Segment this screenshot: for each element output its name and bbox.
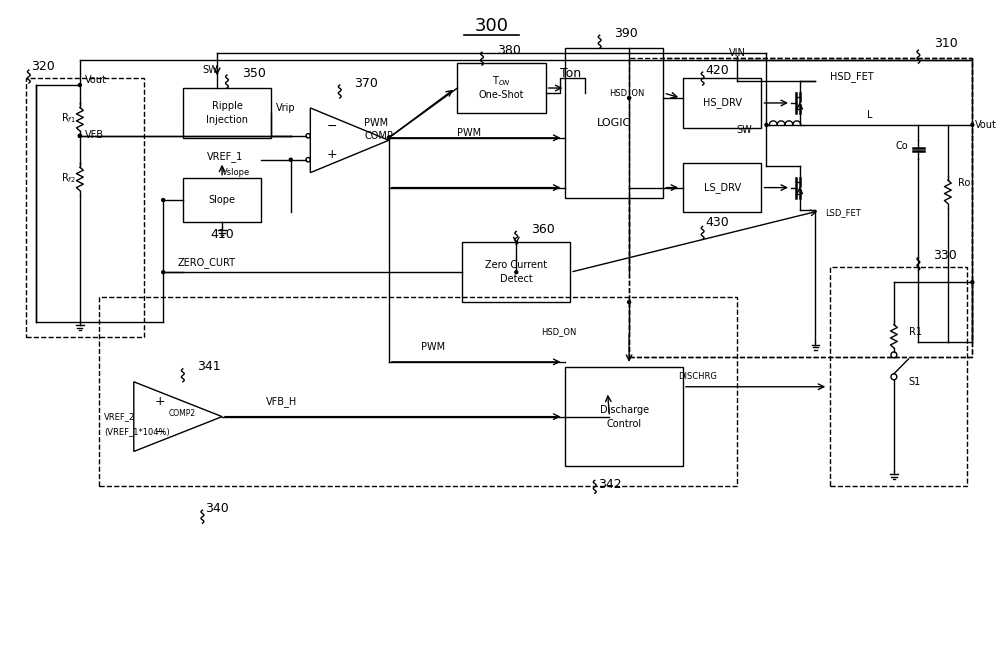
- FancyBboxPatch shape: [683, 163, 761, 212]
- FancyBboxPatch shape: [183, 177, 261, 223]
- FancyBboxPatch shape: [565, 367, 683, 466]
- FancyBboxPatch shape: [457, 63, 546, 113]
- Text: (VREF_1*104%): (VREF_1*104%): [104, 427, 170, 436]
- Text: Slope: Slope: [209, 195, 236, 205]
- FancyBboxPatch shape: [183, 88, 271, 138]
- Text: R$_{f2}$: R$_{f2}$: [61, 171, 75, 185]
- Circle shape: [78, 83, 81, 87]
- Text: VREF_2: VREF_2: [104, 412, 136, 421]
- Text: 340: 340: [205, 502, 229, 514]
- Text: Vslope: Vslope: [222, 168, 250, 177]
- Circle shape: [971, 124, 974, 126]
- Text: −: −: [155, 426, 166, 438]
- Text: 410: 410: [210, 228, 234, 241]
- Text: Ro: Ro: [958, 177, 970, 188]
- Text: 360: 360: [531, 223, 555, 236]
- Text: Vrip: Vrip: [276, 103, 296, 113]
- Text: T$_{ON}$: T$_{ON}$: [492, 74, 511, 88]
- Text: 320: 320: [31, 60, 55, 73]
- Text: 370: 370: [354, 77, 378, 89]
- Text: Ton: Ton: [560, 66, 582, 79]
- Text: 342: 342: [598, 478, 621, 491]
- Text: VIN: VIN: [729, 48, 745, 58]
- Text: R$_{f1}$: R$_{f1}$: [61, 111, 76, 125]
- Text: 330: 330: [933, 249, 957, 261]
- Text: S1: S1: [909, 376, 921, 387]
- Text: COMP2: COMP2: [169, 409, 196, 418]
- Text: LOGIC: LOGIC: [597, 118, 631, 128]
- Circle shape: [162, 198, 165, 202]
- Circle shape: [765, 124, 768, 126]
- Text: 310: 310: [934, 37, 958, 50]
- Text: +: +: [155, 395, 166, 408]
- Text: HS_DRV: HS_DRV: [703, 97, 742, 108]
- Text: PWM: PWM: [364, 118, 388, 128]
- Circle shape: [628, 301, 631, 304]
- Text: VREF_1: VREF_1: [207, 151, 244, 162]
- Text: Zero Current: Zero Current: [485, 260, 547, 270]
- Text: Control: Control: [607, 419, 642, 428]
- Text: Detect: Detect: [500, 274, 533, 284]
- Text: VFB_H: VFB_H: [266, 396, 297, 407]
- Text: DISCHRG: DISCHRG: [678, 373, 717, 381]
- Text: PWM: PWM: [457, 128, 482, 138]
- Text: Discharge: Discharge: [600, 405, 649, 415]
- Text: COMP: COMP: [364, 131, 393, 141]
- Text: Co: Co: [896, 141, 909, 150]
- Text: LSD_FET: LSD_FET: [825, 208, 861, 217]
- Text: HSD_FET: HSD_FET: [830, 70, 874, 81]
- Text: ZERO_CURT: ZERO_CURT: [178, 257, 236, 268]
- Circle shape: [78, 134, 81, 137]
- Text: R1: R1: [909, 327, 922, 337]
- Text: 350: 350: [242, 66, 266, 79]
- Text: Vout: Vout: [85, 75, 107, 85]
- Text: 430: 430: [705, 216, 729, 229]
- FancyBboxPatch shape: [565, 48, 663, 198]
- Circle shape: [387, 136, 390, 139]
- Text: Ripple: Ripple: [212, 101, 242, 111]
- Text: Vout: Vout: [975, 120, 997, 130]
- Text: HSD_ON: HSD_ON: [541, 327, 576, 336]
- Text: SW: SW: [736, 125, 752, 135]
- Text: One-Shot: One-Shot: [479, 90, 524, 100]
- Text: 420: 420: [705, 64, 729, 77]
- Text: L: L: [867, 110, 872, 120]
- FancyBboxPatch shape: [683, 78, 761, 128]
- Text: −: −: [327, 120, 338, 133]
- Text: 341: 341: [198, 360, 221, 373]
- Circle shape: [971, 281, 974, 284]
- Circle shape: [78, 134, 81, 137]
- Text: 390: 390: [614, 27, 638, 40]
- Text: +: +: [327, 148, 338, 161]
- Text: SW: SW: [202, 65, 218, 75]
- Circle shape: [162, 271, 165, 274]
- Circle shape: [515, 271, 518, 274]
- FancyBboxPatch shape: [462, 242, 570, 302]
- Circle shape: [289, 158, 292, 161]
- Text: VFB: VFB: [85, 130, 104, 140]
- Circle shape: [628, 97, 631, 99]
- Text: 380: 380: [497, 43, 521, 57]
- Text: HSD_ON: HSD_ON: [609, 89, 645, 97]
- Text: LS_DRV: LS_DRV: [704, 182, 741, 193]
- Text: 300: 300: [475, 17, 509, 35]
- Text: PWM: PWM: [421, 342, 445, 352]
- Text: Injection: Injection: [206, 115, 248, 125]
